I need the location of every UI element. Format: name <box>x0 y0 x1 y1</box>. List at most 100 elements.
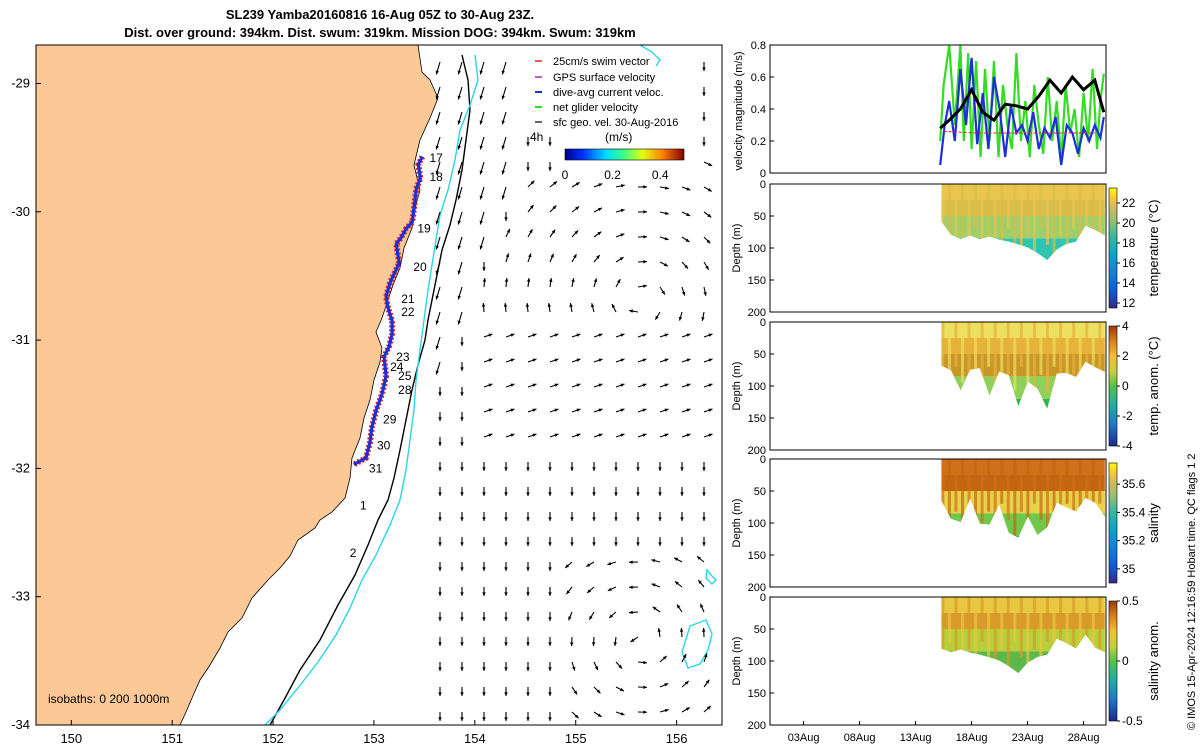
geo-velocity-arrowhead <box>482 617 486 621</box>
section-profile-streak <box>1091 184 1095 237</box>
section-ylabel: Depth (m) <box>731 499 743 548</box>
geo-velocity-arrowhead <box>620 184 625 188</box>
section-profile-streak <box>1046 322 1050 391</box>
geo-velocity-arrowhead <box>479 195 483 200</box>
geo-velocity-arrowhead <box>590 303 595 308</box>
geo-velocity-arrowhead <box>435 120 439 125</box>
geo-velocity-arrowhead <box>504 217 508 221</box>
geo-velocity-arrowhead <box>457 320 461 325</box>
geo-velocity-arrowhead <box>548 167 552 171</box>
section-profile-streak <box>954 322 958 367</box>
geo-velocity-arrowhead <box>482 278 487 282</box>
geo-velocity-arrowhead <box>630 638 635 642</box>
geo-velocity-arrowhead <box>438 567 442 571</box>
section-profile-streak <box>993 184 997 237</box>
geo-velocity-arrowhead <box>460 367 464 371</box>
geo-velocity-arrowhead <box>482 467 486 471</box>
geo-velocity-arrowhead <box>607 561 612 566</box>
geo-velocity-arrowhead <box>643 660 647 665</box>
section-ytick-label: 50 <box>754 624 766 636</box>
section-profile-streak <box>941 597 945 666</box>
geo-velocity-arrowhead <box>479 170 483 175</box>
geo-velocity-arrowhead <box>617 279 621 284</box>
geo-velocity-arrowhead <box>529 204 534 209</box>
geo-velocity-arrowhead <box>664 211 669 215</box>
section-profile-streak <box>1032 459 1036 504</box>
geo-velocity-arrowhead <box>510 358 515 362</box>
geo-velocity-arrowhead <box>643 210 647 214</box>
geo-velocity-arrowhead <box>598 333 603 337</box>
section-profile-streak <box>974 322 978 375</box>
geo-velocity-arrowhead <box>510 433 515 437</box>
glider-day-label: 31 <box>369 461 383 475</box>
geo-velocity-arrowhead <box>438 692 442 696</box>
geo-velocity-arrowhead <box>702 492 706 496</box>
geo-velocity-arrowhead <box>664 383 669 387</box>
geo-velocity-arrowhead <box>686 433 691 437</box>
geo-velocity-arrowhead <box>658 467 662 471</box>
geo-velocity-arrowhead <box>636 467 640 471</box>
geo-velocity-arrowhead <box>642 358 647 362</box>
section-profile-streak <box>1039 184 1043 229</box>
speed-colorbar-tick: 0.2 <box>604 168 621 182</box>
section-ytick-label: 50 <box>754 486 766 498</box>
glider-day-label: 17 <box>429 151 443 165</box>
isobaths-label: isobaths: 0 200 1000m <box>48 692 169 706</box>
map-xtick-label: 150 <box>60 731 82 746</box>
legend-gps-velocity: GPS surface velocity <box>553 72 656 84</box>
section-profile-streak <box>1032 184 1036 253</box>
geo-velocity-arrowhead <box>526 717 530 721</box>
geo-velocity-arrowhead <box>501 145 505 150</box>
geo-velocity-arrowhead <box>614 542 618 546</box>
section-profile-streak <box>993 459 997 528</box>
section-profile-streak <box>987 184 991 261</box>
geo-velocity-arrowhead <box>574 230 579 235</box>
geo-velocity-arrowhead <box>620 358 625 362</box>
geo-velocity-arrowhead <box>576 433 581 437</box>
geo-velocity-arrowhead <box>482 517 486 521</box>
geo-velocity-arrowhead <box>435 245 439 250</box>
section-ylabel: Depth (m) <box>731 637 743 686</box>
geo-velocity-arrowhead <box>568 616 572 621</box>
section-ytick-label: 100 <box>748 518 766 530</box>
geo-velocity-arrowhead <box>548 492 552 496</box>
geo-velocity-arrowhead <box>457 245 461 250</box>
section-profile-streak <box>987 459 991 512</box>
geo-velocity-arrowhead <box>532 358 537 362</box>
geo-velocity-arrowhead <box>684 264 689 269</box>
geo-velocity-arrowhead <box>457 295 461 300</box>
geo-velocity-arrowhead <box>532 408 537 412</box>
section-profile-streak <box>974 597 978 666</box>
geo-velocity-arrowhead <box>574 714 579 719</box>
geo-velocity-arrowhead <box>704 653 708 658</box>
geo-velocity-arrowhead <box>629 585 633 589</box>
colorbar-tick-label: 35 <box>1122 562 1136 576</box>
colorbar-tick-label: 35.4 <box>1122 505 1146 519</box>
section-profile-streak <box>1026 459 1030 528</box>
geo-velocity-arrowhead <box>697 556 701 560</box>
geo-velocity-arrowhead <box>548 717 552 721</box>
geo-velocity-arrowhead <box>488 433 493 437</box>
section-profile-streak <box>987 322 991 367</box>
geo-velocity-arrowhead <box>501 70 505 75</box>
geo-velocity-arrowhead <box>662 655 667 660</box>
geo-velocity-arrowhead <box>620 687 625 692</box>
geo-velocity-arrowhead <box>501 195 505 200</box>
geo-velocity-arrowhead <box>479 70 483 75</box>
section-profile-streak <box>1098 184 1102 253</box>
geo-velocity-arrowhead <box>457 170 461 175</box>
geo-velocity-arrowhead <box>501 120 505 125</box>
geo-velocity-arrowhead <box>619 257 624 261</box>
geo-velocity-arrowhead <box>705 679 710 684</box>
geo-velocity-arrowhead <box>576 333 581 337</box>
geo-velocity-arrowhead <box>504 278 509 282</box>
geo-velocity-arrowhead <box>548 517 552 521</box>
colorbar-tick-label: 35.6 <box>1122 477 1146 491</box>
geo-velocity-arrowhead <box>482 667 486 671</box>
section-profile-streak <box>1091 597 1095 674</box>
geo-velocity-arrowhead <box>708 358 713 362</box>
section-ytick-label: 100 <box>748 243 766 255</box>
time-tick-label: 28Aug <box>1068 732 1100 744</box>
geo-velocity-arrowhead <box>620 233 625 237</box>
geo-velocity-arrowhead <box>548 692 552 696</box>
